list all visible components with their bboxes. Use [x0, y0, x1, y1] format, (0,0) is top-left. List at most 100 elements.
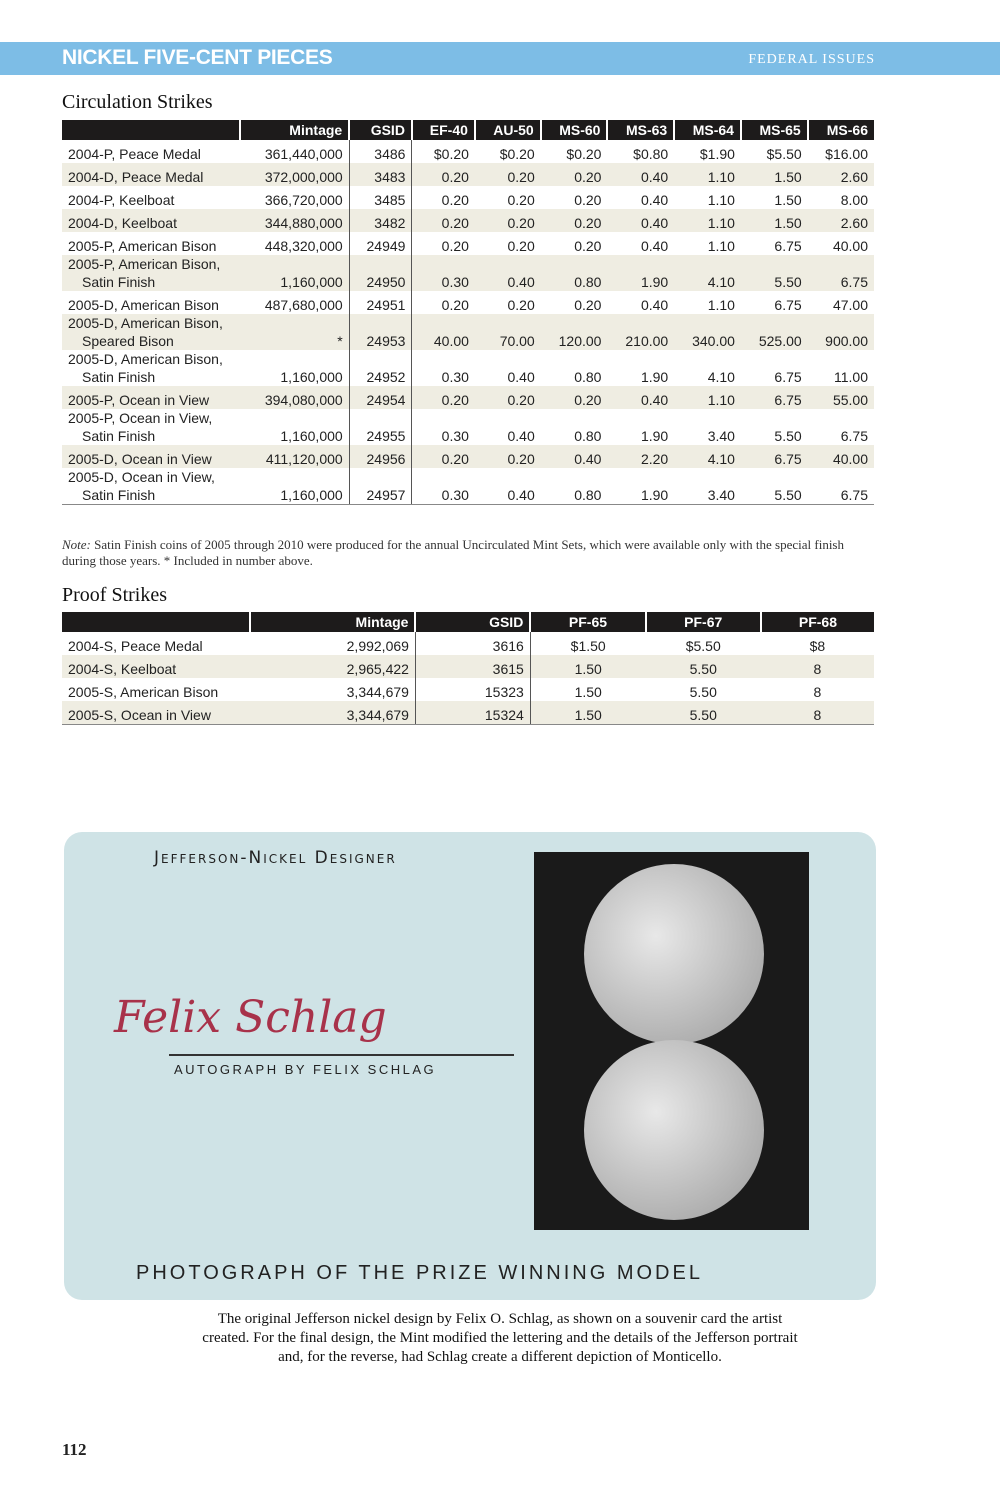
table-cell: 6.75 [774, 369, 802, 385]
table-cell: 0.20 [411, 209, 475, 232]
table-cell: 0.20 [441, 297, 469, 313]
table-cell: 8 [760, 701, 874, 725]
coin-reverse [584, 1040, 764, 1220]
coin-name: 2004-S, Keelboat [62, 655, 250, 678]
table-row: 2004-S, Keelboat 2,965,422 3615 1.50 5.50 8 [62, 655, 874, 678]
table-cell: 24954 [349, 386, 413, 409]
coin-name-line1: 2004-D, Peace Medal [68, 169, 204, 185]
coin-name-line1: 2005-D, American Bison, [68, 315, 223, 331]
table-row: 2004-D, Peace Medal 372,000,000 3483 0.20 0.… [62, 163, 874, 186]
table-cell: 0.20 [411, 445, 475, 468]
note-label: Note: [62, 537, 91, 552]
column-header: PF-67 [644, 612, 761, 632]
table-cell: $5.50 [685, 638, 721, 654]
table-cell: 0.20 [574, 192, 602, 208]
table-cell: 210.00 [607, 314, 675, 350]
column-header: Mintage [248, 612, 416, 632]
table-cell: 0.40 [640, 297, 669, 313]
table-cell: $1.50 [570, 638, 606, 654]
coin-name: 2004-P, Keelboat [62, 186, 240, 209]
table-cell: 6.75 [807, 255, 874, 291]
table-cell: 24953 [349, 314, 413, 350]
column-header: EF-40 [410, 120, 475, 140]
signature-line [169, 1054, 514, 1056]
table-cell: 525.00 [740, 314, 808, 350]
table-cell: $5.50 [766, 146, 802, 162]
table-cell: 0.20 [474, 386, 541, 409]
coin-name: 2005-D, American Bison, Speared Bison [62, 314, 240, 350]
table-cell: 8 [813, 684, 822, 700]
table-cell: 900.00 [807, 314, 874, 350]
coin-obverse [584, 864, 764, 1044]
table-cell: 0.20 [507, 297, 535, 313]
table-cell: 2.60 [807, 209, 874, 232]
coin-name: 2005-S, Ocean in View [62, 701, 250, 725]
circulation-table: Mintage GSID EF-40 AU-50 MS-60 MS-63 MS-64 MS-6… [62, 120, 874, 505]
note-text: Satin Finish coins of 2005 through 2010 … [62, 537, 844, 568]
table-cell: 0.20 [411, 163, 475, 186]
table-cell: 3.40 [707, 428, 735, 444]
table-cell: 411,120,000 [240, 445, 350, 468]
coin-model-photo [534, 852, 809, 1230]
table-cell: 5.50 [740, 255, 808, 291]
coin-name-line1: 2004-D, Keelboat [68, 215, 177, 231]
table-row: 2005-D, Ocean in View, Satin Finish 1,160,… [62, 468, 874, 505]
table-note: Note: Satin Finish coins of 2005 through… [62, 537, 877, 569]
coin-name-line1: 2004-P, Peace Medal [68, 146, 201, 162]
proof-table: Mintage GSID PF-65 PF-67 PF-68 2004-S, Peace … [62, 612, 874, 725]
table-cell: 1.50 [740, 209, 808, 232]
table-cell: 0.20 [441, 238, 469, 254]
table-cell: 0.40 [640, 192, 669, 208]
column-header: Mintage [238, 120, 350, 140]
souvenir-card-image: Jefferson-Nickel Designer Felix Schlag A… [64, 832, 876, 1300]
coin-name-line1: 2005-D, American Bison [68, 297, 219, 313]
coin-name-line1: 2005-P, American Bison, [68, 256, 221, 272]
table-cell: 3485 [349, 186, 413, 209]
table-cell: 1.50 [574, 684, 602, 700]
table-row: 2005-S, American Bison 3,344,679 15323 1.50… [62, 678, 874, 701]
table-cell: 1.90 [607, 255, 675, 291]
column-header [62, 120, 240, 140]
table-cell: 0.30 [411, 255, 475, 291]
table-cell: 6.75 [774, 297, 802, 313]
table-cell: 1.10 [707, 238, 735, 254]
table-cell: 0.40 [607, 386, 675, 409]
table-cell: 372,000,000 [240, 163, 350, 186]
table-cell: 3486 [349, 140, 413, 163]
coin-name: 2005-P, American Bison, Satin Finish [62, 255, 240, 291]
table-cell: 0.20 [474, 445, 541, 468]
table-cell: 24950 [349, 255, 413, 291]
table-cell: 0.40 [507, 369, 535, 385]
table-cell: 0.40 [474, 255, 541, 291]
signature: Felix Schlag [114, 992, 387, 1043]
coin-name-line1: 2005-D, American Bison, [68, 351, 223, 367]
coin-name-line1: 2005-P, Ocean in View, [68, 410, 213, 426]
proof-heading: Proof Strikes [62, 584, 167, 606]
column-header: MS-64 [673, 120, 741, 140]
table-cell: 3483 [349, 163, 413, 186]
coin-name: 2004-D, Peace Medal [62, 163, 240, 186]
table-cell: 0.30 [441, 428, 469, 444]
table-cell: 3482 [349, 209, 413, 232]
table-cell: 1.90 [640, 369, 669, 385]
table-cell: 0.20 [574, 238, 602, 254]
table-cell: 4.10 [674, 255, 741, 291]
table-cell: 0.20 [574, 297, 602, 313]
table-cell: 1,160,000 [240, 468, 350, 505]
table-cell: 6.75 [740, 445, 808, 468]
column-header: MS-65 [739, 120, 808, 140]
coin-name-line2: Satin Finish [82, 274, 156, 290]
table-cell: 1.10 [674, 386, 741, 409]
table-cell: 3,344,679 [250, 701, 416, 725]
table-cell: 0.80 [540, 468, 608, 505]
column-header: PF-65 [529, 612, 646, 632]
table-cell: 24952 [349, 350, 413, 386]
table-cell: 0.80 [574, 369, 602, 385]
table-cell: 1.10 [674, 163, 741, 186]
table-cell: 0.20 [540, 386, 608, 409]
table-cell: $1.90 [699, 146, 735, 162]
table-cell: 70.00 [474, 314, 541, 350]
table-cell: 5.50 [645, 655, 761, 678]
coin-name-line1: 2005-P, Ocean in View [68, 392, 210, 408]
table-cell: 1.10 [674, 209, 741, 232]
